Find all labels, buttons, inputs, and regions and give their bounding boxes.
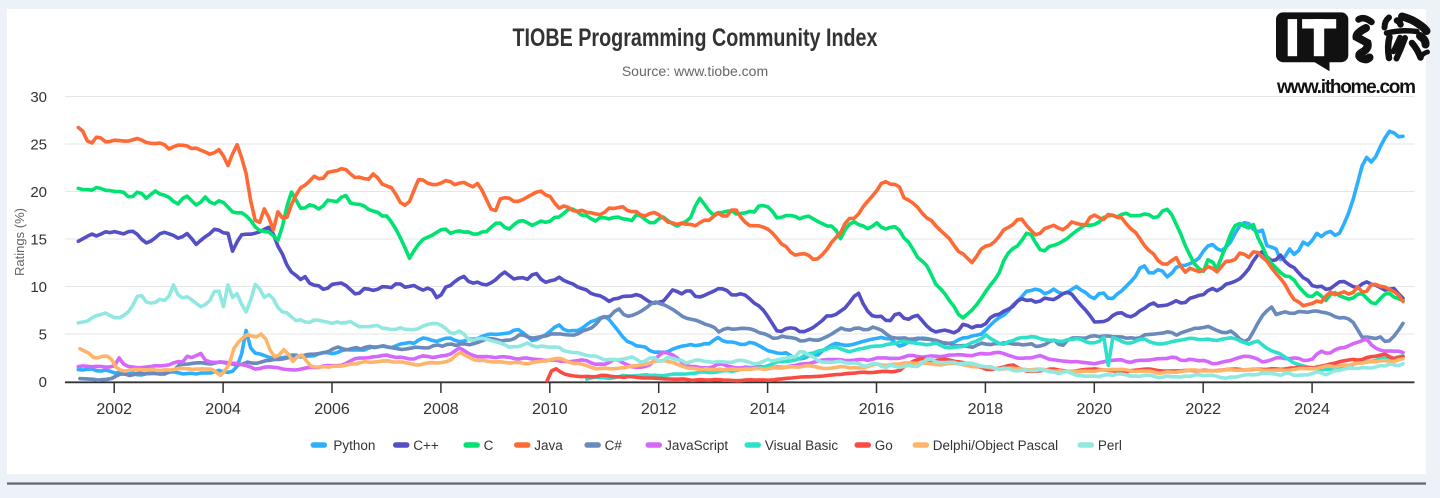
svg-text:10: 10 (30, 279, 47, 296)
svg-text:C++: C++ (413, 438, 439, 453)
svg-text:20: 20 (30, 184, 47, 201)
svg-text:Delphi/Object Pascal: Delphi/Object Pascal (933, 438, 1058, 453)
svg-text:2012: 2012 (641, 401, 677, 418)
svg-text:5: 5 (39, 326, 47, 343)
svg-text:2024: 2024 (1294, 401, 1330, 418)
svg-text:2010: 2010 (532, 401, 568, 418)
svg-text:2002: 2002 (96, 401, 132, 418)
svg-text:JavaScript: JavaScript (665, 438, 728, 453)
svg-text:2004: 2004 (205, 401, 241, 418)
svg-text:Go: Go (875, 438, 893, 453)
svg-text:0: 0 (39, 374, 47, 391)
svg-text:15: 15 (30, 231, 47, 248)
svg-text:2006: 2006 (314, 401, 350, 418)
svg-text:25: 25 (30, 136, 47, 153)
svg-text:Python: Python (333, 438, 375, 453)
svg-text:www.ithome.com: www.ithome.com (1276, 77, 1416, 98)
svg-text:Perl: Perl (1098, 438, 1122, 453)
svg-text:C#: C# (605, 438, 623, 453)
svg-text:30: 30 (30, 89, 47, 106)
svg-text:2014: 2014 (750, 401, 786, 418)
svg-text:2016: 2016 (859, 401, 895, 418)
svg-text:2018: 2018 (968, 401, 1004, 418)
svg-text:TIOBE Programming Community In: TIOBE Programming Community Index (513, 24, 878, 52)
svg-text:2022: 2022 (1185, 401, 1221, 418)
svg-text:Source: www.tiobe.com: Source: www.tiobe.com (622, 63, 768, 79)
svg-text:Ratings (%): Ratings (%) (12, 208, 27, 276)
svg-text:C: C (484, 438, 494, 453)
svg-text:Visual Basic: Visual Basic (765, 438, 839, 453)
svg-text:2008: 2008 (423, 401, 459, 418)
svg-text:Java: Java (534, 438, 563, 453)
svg-text:2020: 2020 (1077, 401, 1113, 418)
